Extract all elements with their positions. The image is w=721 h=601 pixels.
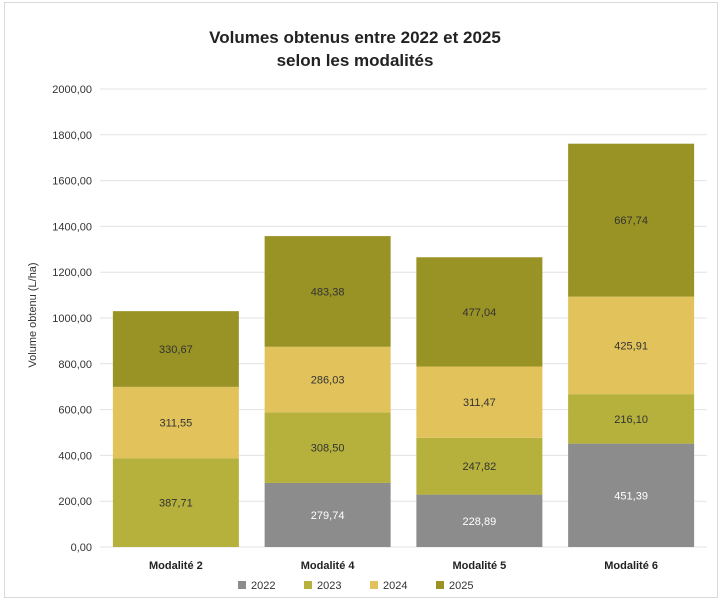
bar-segment-2025	[416, 257, 543, 367]
data-label: 483,38	[311, 286, 345, 298]
category-label: Modalité 6	[604, 560, 658, 572]
bar-segment-2024	[568, 296, 695, 395]
data-label: 279,74	[311, 510, 345, 522]
bar-segment-2022	[264, 482, 391, 547]
bar-segment-2023	[568, 394, 695, 444]
category-label: Modalité 2	[149, 560, 203, 572]
legend-swatch	[436, 581, 444, 589]
data-label: 451,39	[614, 490, 648, 502]
data-label: 286,03	[311, 375, 345, 387]
legend-swatch	[370, 581, 378, 589]
y-tick-label: 1400,00	[52, 221, 92, 233]
category-label: Modalité 4	[301, 560, 356, 572]
legend-label: 2023	[317, 580, 341, 592]
bar-segment-2024	[264, 346, 391, 413]
y-tick-labels: 0,00 200,00 400,00 600,00 800,00 1000,00 1200,…	[52, 84, 92, 554]
bar-segment-2023	[112, 458, 239, 547]
data-label: 311,55	[159, 418, 192, 430]
data-label: 667,74	[614, 215, 648, 227]
bar-segment-2025	[264, 236, 391, 347]
chart-frame: Volumes obtenus entre 2022 et 2025 selon…	[4, 2, 718, 598]
legend: 2022 2023 2024 2025	[238, 580, 473, 592]
legend-label: 2024	[383, 580, 407, 592]
y-tick-label: 800,00	[58, 359, 92, 371]
bar-segment-2024	[112, 386, 239, 459]
data-label: 330,67	[159, 344, 193, 356]
y-tick-label: 1000,00	[52, 313, 92, 325]
y-tick-label: 200,00	[58, 496, 92, 508]
data-label: 308,50	[311, 443, 345, 455]
data-label: 247,82	[463, 461, 497, 473]
legend-label: 2025	[449, 580, 473, 592]
y-tick-label: 1600,00	[52, 176, 92, 188]
chart-title-line-1: Volumes obtenus entre 2022 et 2025	[209, 28, 501, 47]
category-label: Modalité 5	[452, 560, 506, 572]
data-label: 387,71	[159, 498, 193, 510]
stacked-bar-chart: Volumes obtenus entre 2022 et 2025 selon…	[27, 28, 707, 592]
legend-item-2024: 2024	[370, 580, 407, 592]
legend-item-2025: 2025	[436, 580, 473, 592]
y-tick-label: 1200,00	[52, 267, 92, 279]
y-tick-label: 1800,00	[52, 130, 92, 142]
y-tick-label: 400,00	[58, 450, 92, 462]
bar-segment-2022	[416, 494, 543, 547]
y-tick-label: 600,00	[58, 405, 92, 417]
bar-segment-2025	[568, 143, 695, 297]
data-label: 228,89	[463, 516, 497, 528]
data-label: 477,04	[463, 307, 497, 319]
bar-segment-2025	[112, 311, 239, 387]
data-labels: 387,71 311,55 330,67 279,74 308,50 286,03 483,…	[159, 215, 648, 528]
y-axis-label: Volume obtenu (L/ha)	[27, 262, 39, 367]
legend-item-2022: 2022	[238, 580, 275, 592]
y-tick-label: 2000,00	[52, 84, 92, 96]
legend-item-2023: 2023	[304, 580, 341, 592]
chart-title-line-2: selon les modalités	[277, 51, 434, 70]
category-labels: Modalité 2 Modalité 4 Modalité 5 Modalité 6	[149, 560, 658, 572]
legend-swatch	[238, 581, 246, 589]
bar-segment-2023	[416, 437, 543, 495]
bar-segment-2022	[568, 443, 695, 547]
bars	[112, 143, 695, 547]
legend-label: 2022	[251, 580, 275, 592]
data-label: 216,10	[614, 414, 648, 426]
data-label: 425,91	[614, 340, 648, 352]
y-tick-label: 0,00	[71, 542, 92, 554]
bar-segment-2023	[264, 412, 391, 483]
data-label: 311,47	[463, 397, 496, 409]
bar-segment-2024	[416, 366, 543, 438]
legend-swatch	[304, 581, 312, 589]
